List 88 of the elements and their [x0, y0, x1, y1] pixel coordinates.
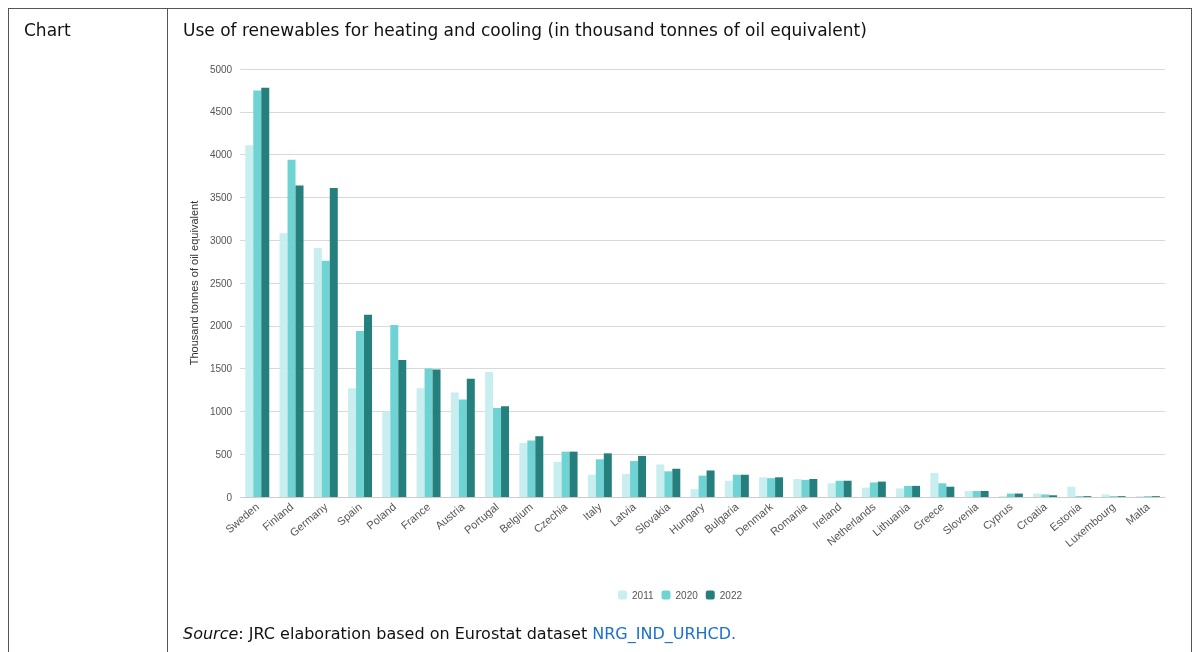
text: Chart [24, 20, 71, 40]
bar [587, 474, 596, 497]
bar [656, 464, 665, 497]
y-tick-label: 3500 [209, 191, 233, 203]
chart-title: Use of renewables for heating and cooling (in thousand tonnes of oil equivalent) [183, 20, 867, 40]
bar [877, 481, 886, 497]
bar [364, 314, 373, 497]
bar [938, 483, 947, 497]
bar [698, 475, 707, 497]
x-tick-label: Italy [580, 500, 605, 523]
bar [809, 479, 818, 497]
bar [569, 451, 578, 497]
bar [295, 185, 304, 497]
bar [732, 474, 741, 497]
bar [458, 399, 467, 497]
y-tick-label: 4000 [209, 149, 233, 161]
bar [382, 411, 391, 497]
y-tick-label: 500 [215, 448, 233, 460]
bar [638, 455, 647, 497]
bar [912, 485, 921, 497]
bar [245, 145, 254, 497]
bar [1041, 494, 1050, 497]
bar [321, 260, 330, 497]
bar [519, 443, 528, 497]
bar [622, 473, 631, 497]
bar [416, 388, 425, 497]
bar [595, 459, 604, 497]
bar [706, 470, 715, 497]
bar [493, 407, 502, 497]
bar [630, 461, 639, 497]
bar [466, 378, 475, 497]
bar [424, 368, 433, 497]
bar [767, 478, 776, 497]
bar [356, 330, 365, 497]
bar [398, 360, 407, 497]
y-axis-title: Thousand tonnes of oil equivalent [187, 200, 200, 366]
bar [740, 474, 749, 497]
bar [690, 489, 699, 497]
bar [329, 187, 338, 497]
bar [835, 480, 844, 497]
bar [553, 461, 562, 497]
bar [1101, 494, 1110, 497]
bar [972, 491, 981, 497]
bar [348, 388, 357, 497]
bar [946, 486, 955, 497]
bar [801, 479, 810, 497]
bar [896, 488, 905, 497]
bar [535, 436, 544, 497]
bar [827, 483, 836, 497]
legend-label: 2022 [719, 589, 743, 601]
bar [279, 233, 288, 497]
bar [527, 440, 536, 497]
legend-label: 2011 [632, 589, 654, 601]
bar [390, 324, 399, 497]
bar [501, 406, 510, 497]
bar [793, 479, 802, 497]
bar [313, 247, 322, 497]
bar [561, 451, 570, 497]
bar [261, 87, 270, 497]
bar [664, 471, 673, 497]
bar [432, 369, 441, 497]
bar [450, 392, 459, 497]
bar [253, 90, 262, 497]
bar [980, 491, 989, 497]
bar [672, 468, 681, 497]
bar [861, 487, 870, 497]
y-tick-label: 2500 [209, 277, 233, 289]
bar [930, 473, 939, 497]
bar [603, 453, 612, 497]
bar [287, 159, 296, 497]
bar [843, 480, 852, 497]
y-tick-label: 4500 [209, 106, 233, 118]
legend-label: 2020 [675, 589, 699, 601]
y-tick-label: 0 [226, 491, 233, 503]
bar [775, 477, 784, 497]
bar [759, 477, 768, 497]
bar [724, 480, 733, 497]
y-tick-label: 5000 [209, 63, 233, 75]
bar [485, 372, 494, 497]
bar [904, 485, 913, 497]
bar [1067, 486, 1076, 497]
bar [964, 491, 973, 497]
y-tick-label: 2000 [209, 320, 233, 332]
source-note: Source: JRC elaboration based on Eurostat dataset NRG_IND_URHCD. [183, 624, 737, 643]
y-tick-label: 1500 [209, 363, 233, 375]
y-tick-label: 3000 [209, 234, 233, 246]
y-tick-label: 1000 [209, 405, 233, 417]
bar [869, 482, 878, 497]
